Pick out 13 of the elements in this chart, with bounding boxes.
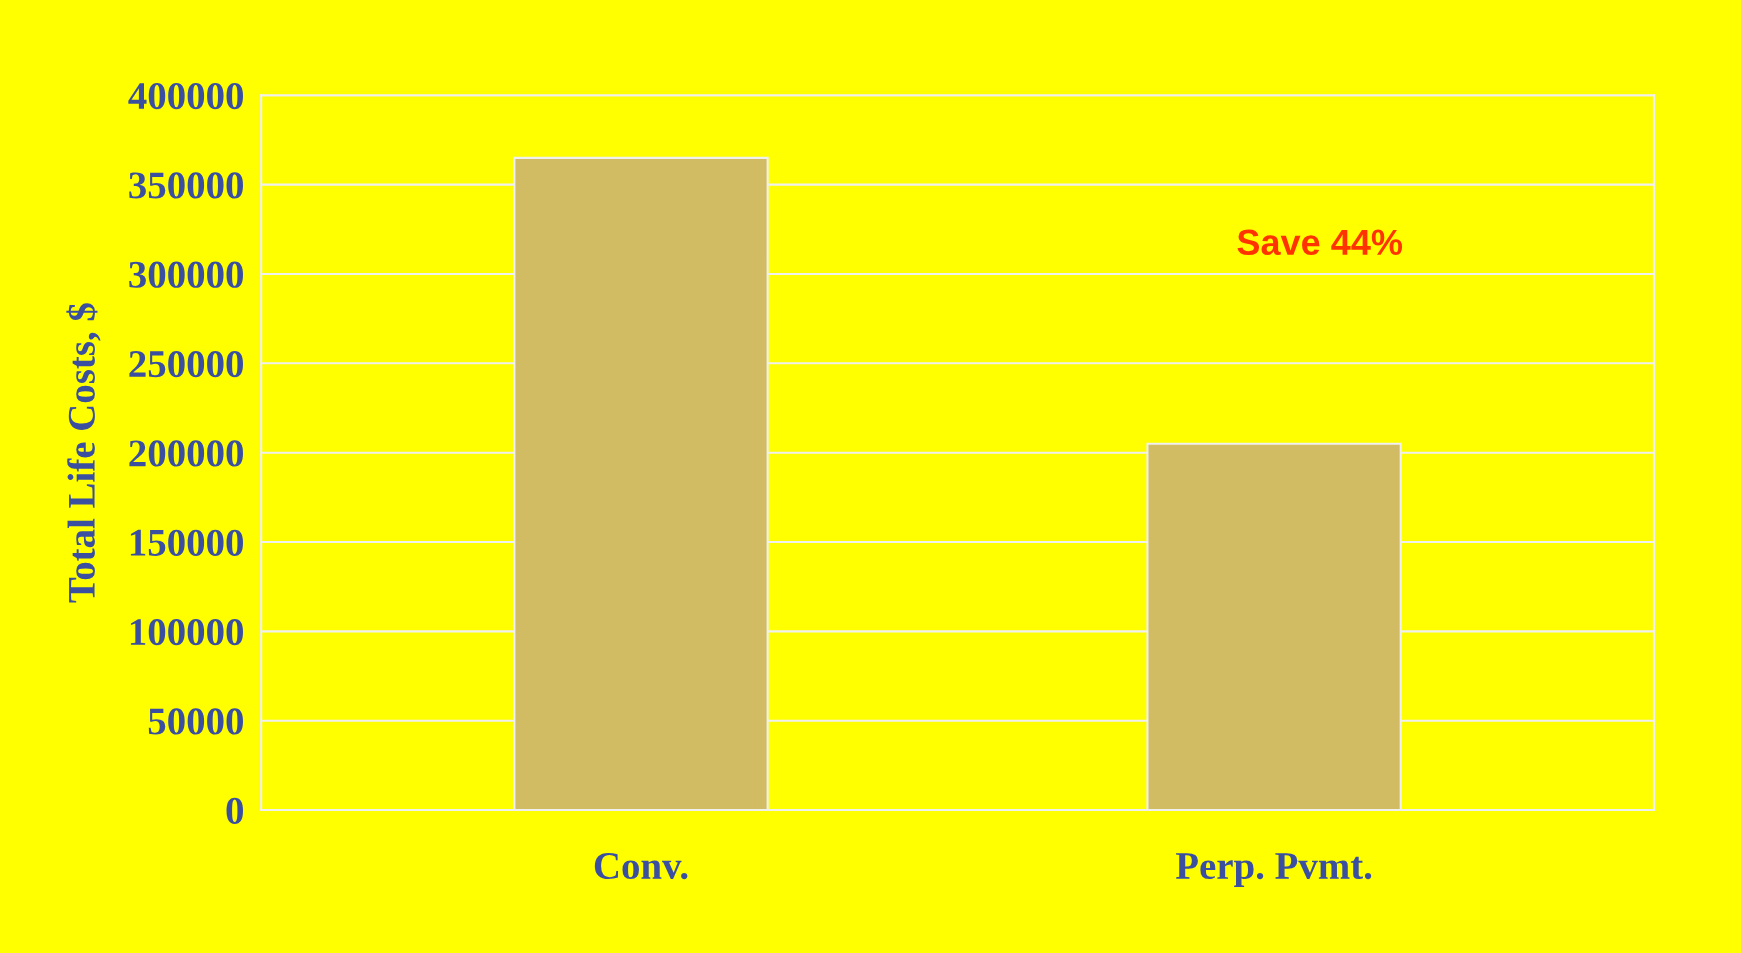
x-tick-label: Conv. [594, 852, 688, 880]
y-tick-label: 350000 [129, 172, 243, 199]
y-tick-label: 200000 [129, 440, 243, 467]
y-tick-label: 50000 [148, 708, 243, 735]
y-tick-label: 100000 [130, 618, 243, 646]
y-axis-title: Total Life Costs, $ [66, 303, 101, 603]
y-tick-label: 250000 [129, 350, 243, 378]
annotation: Save 44% [1237, 229, 1403, 256]
y-tick-label: 150000 [130, 529, 243, 556]
y-tick-label: 400000 [128, 82, 243, 110]
x-tick-label: Perp. Pvmt. [1175, 853, 1372, 887]
y-tick-label: 300000 [129, 261, 243, 288]
y-tick-label: 0 [226, 797, 243, 824]
